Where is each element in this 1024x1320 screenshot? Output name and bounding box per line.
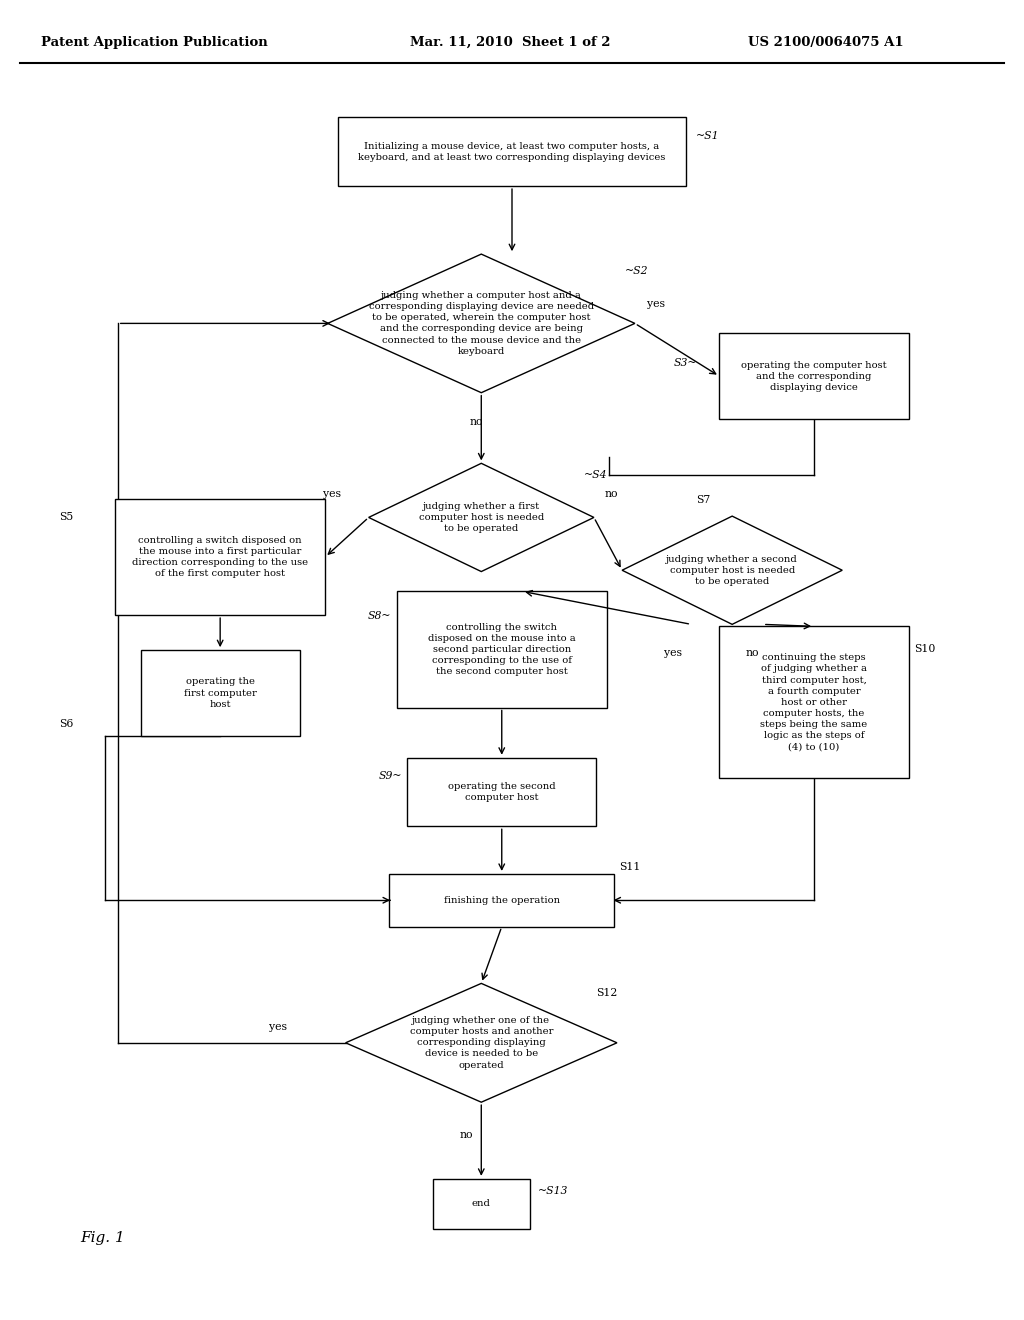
- Text: operating the
first computer
host: operating the first computer host: [183, 677, 257, 709]
- Text: Mar. 11, 2010  Sheet 1 of 2: Mar. 11, 2010 Sheet 1 of 2: [410, 36, 610, 49]
- Text: S8~: S8~: [369, 611, 391, 622]
- Text: judging whether a computer host and a
corresponding displaying device are needed: judging whether a computer host and a co…: [369, 292, 594, 355]
- Polygon shape: [622, 516, 842, 624]
- Text: S6: S6: [59, 719, 74, 729]
- FancyBboxPatch shape: [397, 591, 606, 708]
- Text: Patent Application Publication: Patent Application Publication: [41, 36, 267, 49]
- FancyBboxPatch shape: [407, 758, 596, 826]
- Text: continuing the steps
of judging whether a
third computer host,
a fourth computer: continuing the steps of judging whether …: [761, 653, 867, 751]
- Text: no: no: [604, 488, 617, 499]
- Text: controlling a switch disposed on
the mouse into a first particular
direction cor: controlling a switch disposed on the mou…: [132, 536, 308, 578]
- Polygon shape: [328, 253, 635, 393]
- FancyBboxPatch shape: [115, 499, 326, 615]
- FancyBboxPatch shape: [432, 1179, 530, 1229]
- Text: S12: S12: [596, 987, 617, 998]
- Text: yes: yes: [323, 488, 341, 499]
- Text: controlling the switch
disposed on the mouse into a
second particular direction
: controlling the switch disposed on the m…: [428, 623, 575, 676]
- Text: operating the second
computer host: operating the second computer host: [447, 781, 556, 803]
- Text: Fig. 1: Fig. 1: [80, 1232, 125, 1245]
- Text: finishing the operation: finishing the operation: [443, 896, 560, 904]
- Text: ~S13: ~S13: [539, 1185, 568, 1196]
- Text: ~S2: ~S2: [625, 265, 648, 276]
- Text: ~S1: ~S1: [696, 131, 720, 141]
- Text: S7: S7: [696, 495, 711, 506]
- Text: operating the computer host
and the corresponding
displaying device: operating the computer host and the corr…: [741, 360, 887, 392]
- Text: judging whether one of the
computer hosts and another
corresponding displaying
d: judging whether one of the computer host…: [410, 1016, 553, 1069]
- Text: judging whether a second
computer host is needed
to be operated: judging whether a second computer host i…: [667, 554, 798, 586]
- Polygon shape: [345, 983, 616, 1102]
- Text: yes: yes: [647, 298, 666, 309]
- Polygon shape: [369, 463, 594, 572]
- FancyBboxPatch shape: [141, 649, 299, 737]
- Text: Initializing a mouse device, at least two computer hosts, a
keyboard, and at lea: Initializing a mouse device, at least tw…: [358, 141, 666, 162]
- Text: S9~: S9~: [379, 771, 401, 781]
- Text: S11: S11: [620, 862, 641, 873]
- FancyBboxPatch shape: [389, 874, 614, 927]
- Text: yes: yes: [665, 648, 682, 659]
- Text: no: no: [745, 648, 760, 659]
- Text: ~S4: ~S4: [584, 470, 607, 480]
- Text: S3~: S3~: [674, 358, 696, 368]
- Text: no: no: [459, 1130, 473, 1140]
- Text: end: end: [472, 1200, 490, 1208]
- Text: no: no: [469, 417, 483, 426]
- Text: judging whether a first
computer host is needed
to be operated: judging whether a first computer host is…: [419, 502, 544, 533]
- FancyBboxPatch shape: [338, 117, 686, 186]
- Text: US 2100/0064075 A1: US 2100/0064075 A1: [748, 36, 903, 49]
- Text: S10: S10: [914, 644, 935, 655]
- FancyBboxPatch shape: [719, 333, 909, 420]
- FancyBboxPatch shape: [719, 626, 909, 777]
- Text: yes: yes: [268, 1022, 287, 1032]
- Text: S5: S5: [59, 512, 73, 523]
